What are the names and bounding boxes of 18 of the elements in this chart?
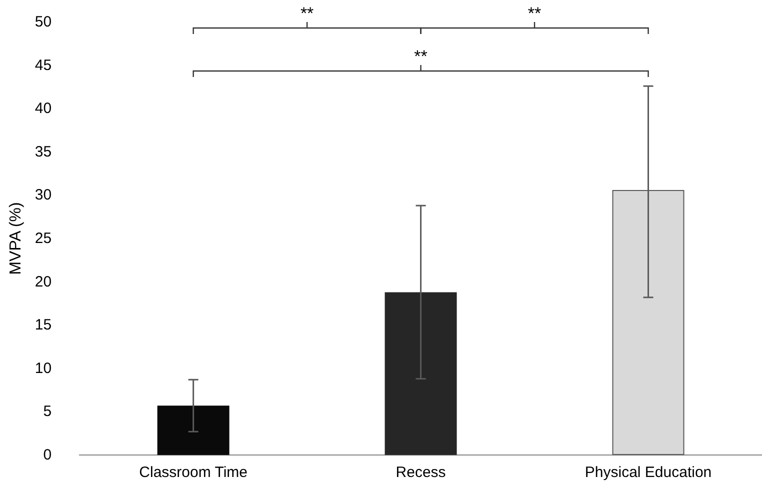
y-tick-label: 15 (34, 316, 52, 334)
y-tick-label: 25 (34, 230, 52, 247)
y-tick-label: 5 (43, 403, 52, 420)
y-tick-label: 45 (34, 56, 52, 74)
y-tick-label: 20 (34, 273, 52, 290)
x-tick-label: Recess (396, 464, 446, 481)
annotation: ** (528, 4, 542, 23)
x-tick-label: Physical Education (584, 464, 712, 481)
annotation: ** (414, 47, 428, 66)
x-tick-label: Classroom Time (139, 464, 248, 481)
y-tick-label: 50 (34, 14, 52, 30)
y-axis-title: MVPA (%) (8, 202, 24, 275)
annotation: ** (300, 4, 314, 23)
y-tick-label: 0 (43, 446, 52, 464)
y-tick-label: 40 (34, 100, 52, 118)
y-tick-label: 30 (34, 186, 52, 204)
y-tick-label: 35 (34, 143, 52, 160)
y-tick-label: 10 (34, 360, 52, 377)
